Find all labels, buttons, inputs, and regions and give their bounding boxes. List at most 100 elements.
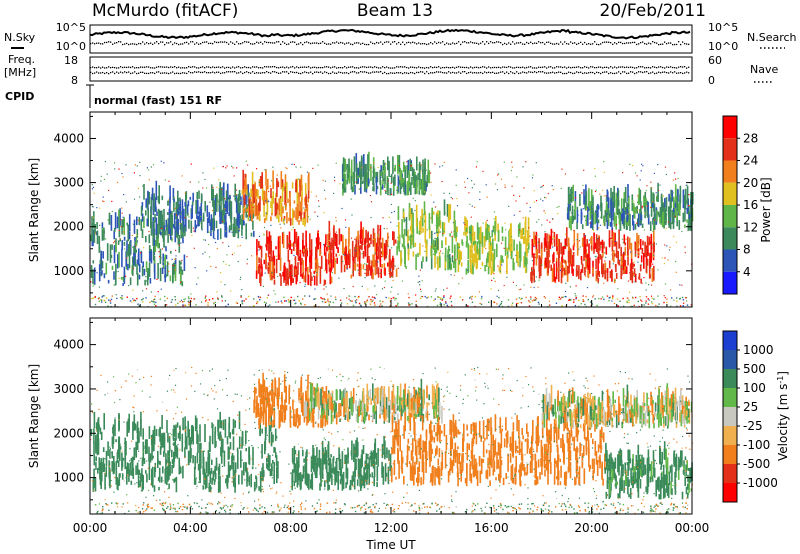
heatmap-speckle bbox=[335, 231, 337, 233]
heatmap-cell bbox=[313, 386, 315, 396]
nave-point bbox=[252, 71, 254, 73]
heatmap-cell bbox=[598, 271, 600, 278]
colorbar-segment bbox=[723, 116, 737, 139]
heatmap-cell bbox=[157, 476, 160, 481]
heatmap-cell bbox=[375, 452, 378, 465]
heatmap-cell bbox=[422, 174, 424, 192]
heatmap-cell bbox=[231, 429, 234, 435]
frequency-point bbox=[108, 66, 110, 68]
heatmap-cell bbox=[163, 208, 165, 226]
heatmap-cell bbox=[165, 219, 168, 227]
heatmap-speckle bbox=[486, 219, 488, 221]
heatmap-cell bbox=[148, 191, 151, 205]
heatmap-ground-scatter bbox=[397, 302, 399, 305]
heatmap-speckle bbox=[118, 229, 120, 232]
heatmap-cell bbox=[179, 271, 182, 285]
heatmap-cell bbox=[157, 208, 160, 213]
heatmap-cell bbox=[187, 213, 189, 216]
nave-point bbox=[494, 72, 496, 74]
heatmap-cell bbox=[645, 262, 648, 273]
heatmap-cell bbox=[354, 184, 356, 195]
heatmap-cell bbox=[140, 219, 143, 231]
heatmap-cell bbox=[173, 478, 175, 483]
nave-point bbox=[630, 71, 632, 73]
heatmap-cell bbox=[335, 253, 338, 257]
heatmap-cell bbox=[265, 254, 267, 261]
frequency-point bbox=[116, 67, 118, 69]
heatmap-cell bbox=[385, 191, 387, 195]
frequency-point bbox=[506, 66, 508, 69]
heatmap-speckle bbox=[256, 249, 259, 252]
frequency-point bbox=[338, 67, 340, 69]
heatmap-cell bbox=[632, 262, 634, 269]
heatmap-cell bbox=[653, 265, 655, 281]
heatmap-speckle bbox=[471, 205, 473, 207]
heatmap-cell bbox=[189, 437, 192, 445]
heatmap-cell bbox=[214, 465, 217, 478]
heatmap-speckle bbox=[372, 238, 374, 240]
heatmap-ground-scatter bbox=[676, 300, 678, 302]
heatmap-cell bbox=[358, 265, 361, 277]
heatmap-ground-scatter bbox=[314, 298, 317, 300]
heatmap-cell bbox=[527, 233, 530, 248]
heatmap-cell bbox=[281, 394, 283, 410]
heatmap-cell bbox=[158, 460, 161, 465]
heatmap-cell bbox=[369, 455, 371, 460]
heatmap-cell bbox=[376, 466, 379, 482]
heatmap-speckle bbox=[677, 177, 679, 180]
heatmap-speckle bbox=[638, 253, 640, 255]
heatmap-cell bbox=[258, 418, 260, 425]
heatmap-cell bbox=[389, 258, 391, 276]
frequency-point bbox=[340, 67, 342, 69]
nave-point bbox=[394, 72, 396, 74]
heatmap-ground-scatter bbox=[430, 296, 433, 298]
frequency-point bbox=[660, 66, 662, 68]
noise-search-point bbox=[430, 42, 432, 44]
heatmap-speckle bbox=[126, 240, 128, 242]
heatmap-cell bbox=[469, 245, 471, 263]
heatmap-speckle bbox=[430, 251, 432, 253]
noise-search-point bbox=[120, 41, 122, 43]
heatmap-cell bbox=[497, 230, 500, 242]
heatmap-speckle bbox=[387, 180, 389, 182]
heatmap-speckle bbox=[452, 255, 454, 257]
heatmap-cell bbox=[300, 201, 302, 213]
noise-search-point bbox=[508, 42, 510, 44]
heatmap-speckle bbox=[552, 231, 554, 233]
heatmap-cell bbox=[553, 232, 556, 243]
noise-search-point bbox=[428, 43, 430, 45]
heatmap-speckle bbox=[584, 270, 587, 272]
nave-point bbox=[296, 71, 298, 74]
heatmap-cell bbox=[403, 180, 406, 195]
noise-search-point bbox=[636, 43, 638, 46]
frequency-point bbox=[168, 66, 170, 69]
heatmap-ground-scatter bbox=[263, 301, 266, 303]
heatmap-speckle bbox=[121, 212, 123, 214]
nave-point bbox=[198, 71, 200, 73]
heatmap-cell bbox=[415, 175, 418, 182]
heatmap-cell bbox=[118, 436, 121, 446]
heatmap-speckle bbox=[434, 290, 436, 292]
heatmap-cell bbox=[346, 467, 349, 485]
heatmap-speckle bbox=[193, 230, 195, 232]
heatmap-cell bbox=[356, 171, 358, 182]
heatmap-speckle bbox=[422, 296, 424, 298]
heatmap-speckle bbox=[121, 207, 123, 209]
frequency-point bbox=[124, 66, 126, 68]
heatmap-speckle bbox=[688, 194, 690, 196]
heatmap-cell bbox=[374, 443, 376, 459]
heatmap-speckle bbox=[658, 189, 660, 191]
nave-point bbox=[456, 72, 458, 74]
noise-search-point bbox=[526, 41, 528, 44]
noise-search-point bbox=[368, 43, 370, 46]
heatmap-ground-scatter bbox=[470, 296, 472, 298]
nave-point bbox=[536, 71, 538, 74]
nave-point bbox=[458, 71, 460, 73]
heatmap-cell bbox=[184, 425, 187, 443]
heatmap-ground-scatter bbox=[154, 295, 156, 298]
heatmap-speckle bbox=[645, 190, 647, 192]
heatmap-cell bbox=[471, 259, 474, 264]
frequency-point bbox=[674, 67, 676, 69]
heatmap-speckle bbox=[657, 164, 659, 166]
nave-point bbox=[136, 72, 138, 75]
